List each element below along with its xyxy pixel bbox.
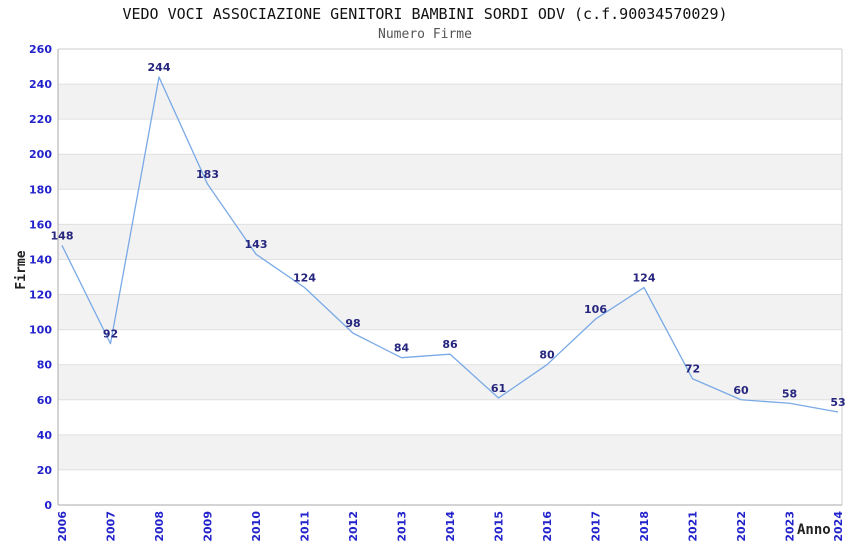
x-tick-label: 2012: [347, 511, 360, 542]
data-label: 106: [584, 303, 607, 316]
data-label: 148: [51, 229, 74, 242]
x-tick-label: 2010: [250, 511, 263, 542]
x-tick-label: 2017: [590, 511, 603, 542]
plot-band: [58, 224, 842, 260]
y-tick-label: 100: [29, 324, 52, 337]
y-tick-label: 0: [44, 499, 52, 512]
x-tick-label: 2018: [638, 511, 651, 542]
y-tick-label: 160: [29, 218, 52, 231]
x-tick-label: 2006: [56, 511, 69, 542]
x-tick-label: 2013: [396, 511, 409, 542]
x-tick-label: 2023: [784, 511, 797, 542]
y-tick-label: 20: [37, 464, 53, 477]
y-tick-label: 260: [29, 43, 52, 56]
y-tick-label: 200: [29, 148, 52, 161]
x-tick-label: 2007: [105, 511, 118, 542]
y-tick-label: 120: [29, 289, 52, 302]
y-tick-label: 240: [29, 78, 52, 91]
data-label: 143: [245, 238, 268, 251]
data-label: 60: [733, 384, 749, 397]
x-tick-label: 2024: [832, 511, 845, 542]
y-tick-label: 140: [29, 253, 52, 266]
y-tick-label: 60: [37, 394, 53, 407]
data-label: 53: [830, 396, 845, 409]
x-tick-label: 2016: [541, 511, 554, 542]
x-tick-label: 2015: [493, 511, 506, 542]
plot-band: [58, 154, 842, 190]
y-tick-label: 220: [29, 113, 52, 126]
data-label: 84: [394, 342, 410, 355]
x-tick-label: 2022: [735, 511, 748, 542]
x-tick-label: 2008: [153, 511, 166, 542]
data-label: 80: [539, 349, 555, 362]
y-tick-label: 180: [29, 183, 52, 196]
x-axis-title: Anno: [797, 522, 831, 538]
data-label: 72: [685, 363, 700, 376]
plot-band: [58, 364, 842, 400]
data-label: 92: [103, 328, 118, 341]
data-series-line: [61, 76, 839, 413]
data-label: 124: [633, 272, 656, 285]
plot-band: [58, 84, 842, 120]
x-tick-label: 2009: [202, 511, 215, 542]
chart-subtitle: Numero Firme: [378, 27, 472, 42]
x-tick-label: 2011: [299, 511, 312, 542]
data-label: 58: [782, 387, 797, 400]
plot-band: [58, 434, 842, 470]
data-label: 124: [293, 272, 316, 285]
plot-band: [58, 294, 842, 330]
data-label: 61: [491, 382, 506, 395]
y-tick-label: 80: [37, 359, 53, 372]
chart-title: VEDO VOCI ASSOCIAZIONE GENITORI BAMBINI …: [122, 5, 728, 23]
x-tick-label: 2021: [687, 511, 700, 542]
data-label: 98: [345, 317, 360, 330]
data-label: 244: [148, 61, 171, 74]
y-tick-label: 40: [37, 429, 53, 442]
data-label: 183: [196, 168, 219, 181]
data-label: 86: [442, 338, 458, 351]
x-tick-label: 2014: [444, 511, 457, 542]
